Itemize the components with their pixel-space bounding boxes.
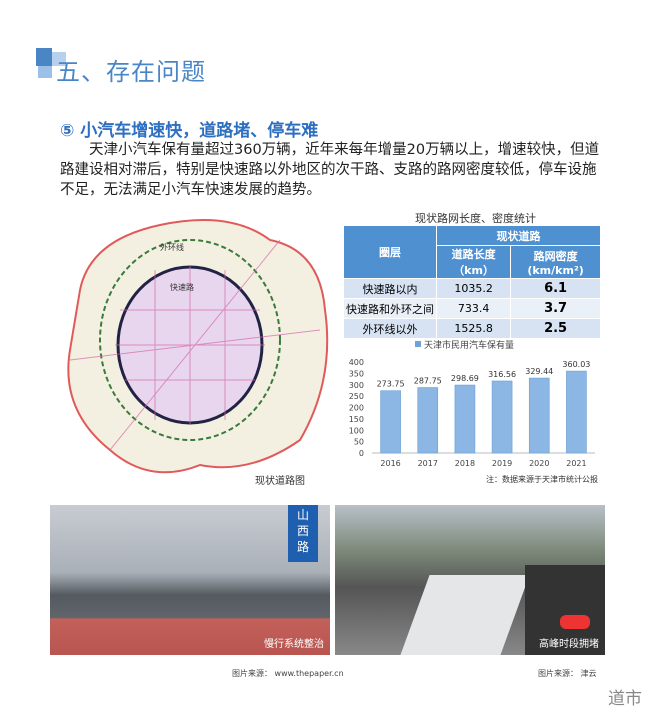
car-ownership-chart: 天津市民用汽车保有量 0 50 100 150 200 250 300 350 400 273.7…	[349, 339, 598, 484]
data-label: 329.44	[525, 367, 553, 376]
page-title: 五、存在问题	[56, 58, 206, 86]
data-label: 273.75	[377, 380, 405, 389]
bar	[454, 384, 476, 454]
legend-swatch	[415, 341, 421, 347]
road-map: 外环线 快速路	[50, 210, 335, 485]
y-tick-label: 150	[349, 415, 364, 424]
y-tick-label: 300	[349, 381, 364, 390]
y-tick-label: 250	[349, 392, 364, 401]
section-paragraph: 天津小汽车保有量超过360万辆，近年来每年增量20万辆以上，增速较快，但道路建设…	[60, 142, 600, 198]
bar	[491, 380, 513, 454]
x-tick-label: 2018	[455, 459, 475, 468]
map-caption: 现状道路图	[255, 476, 305, 487]
map-label: 快速路	[170, 282, 194, 292]
logo: 道市	[608, 689, 642, 709]
chart-note: 注：数据来源于天津市统计公报	[486, 474, 598, 484]
photo-source: 图片来源： www.thepaper.cn	[232, 669, 344, 678]
photo-slow-traffic: 山西路 慢行系统整治	[50, 505, 330, 655]
bar	[417, 387, 439, 454]
legend-label: 天津市民用汽车保有量	[424, 339, 514, 351]
table-title: 现状路网长度、密度统计	[415, 212, 536, 225]
map-label: 外环线	[160, 242, 184, 252]
photo-source: 图片来源： 津云	[538, 669, 597, 678]
data-label: 316.56	[488, 370, 516, 379]
x-tick-label: 2019	[492, 459, 512, 468]
road-stats-table: 圈层 现状道路 道路长度（km） 路网密度(km/km²) 快速路以内 1035.2 6…	[343, 225, 601, 339]
x-tick-label: 2017	[418, 459, 438, 468]
data-label: 298.69	[451, 374, 479, 383]
y-tick-label: 100	[349, 426, 364, 435]
table-row: 快速路和外环之间 733.4 3.7	[343, 298, 601, 319]
data-label: 360.03	[562, 360, 590, 369]
x-tick-label: 2016	[380, 459, 400, 468]
y-tick-label: 200	[349, 404, 364, 413]
table-row: 外环线以外 1525.8 2.5	[343, 318, 601, 339]
photo-congestion: 高峰时段拥堵	[335, 505, 605, 655]
table-row: 快速路以内 1035.2 6.1	[343, 278, 601, 299]
y-tick-label: 50	[354, 438, 364, 447]
y-tick-label: 350	[349, 369, 364, 378]
data-label: 287.75	[414, 377, 442, 386]
bar	[380, 390, 401, 454]
bar	[528, 377, 550, 454]
y-tick-label: 400	[349, 358, 364, 367]
x-tick-label: 2020	[529, 459, 549, 468]
section-title: ⑤ 小汽车增速快，道路堵、停车难	[60, 121, 319, 141]
bar	[566, 370, 587, 454]
x-tick-label: 2021	[566, 459, 586, 468]
y-tick-label: 0	[359, 449, 364, 458]
